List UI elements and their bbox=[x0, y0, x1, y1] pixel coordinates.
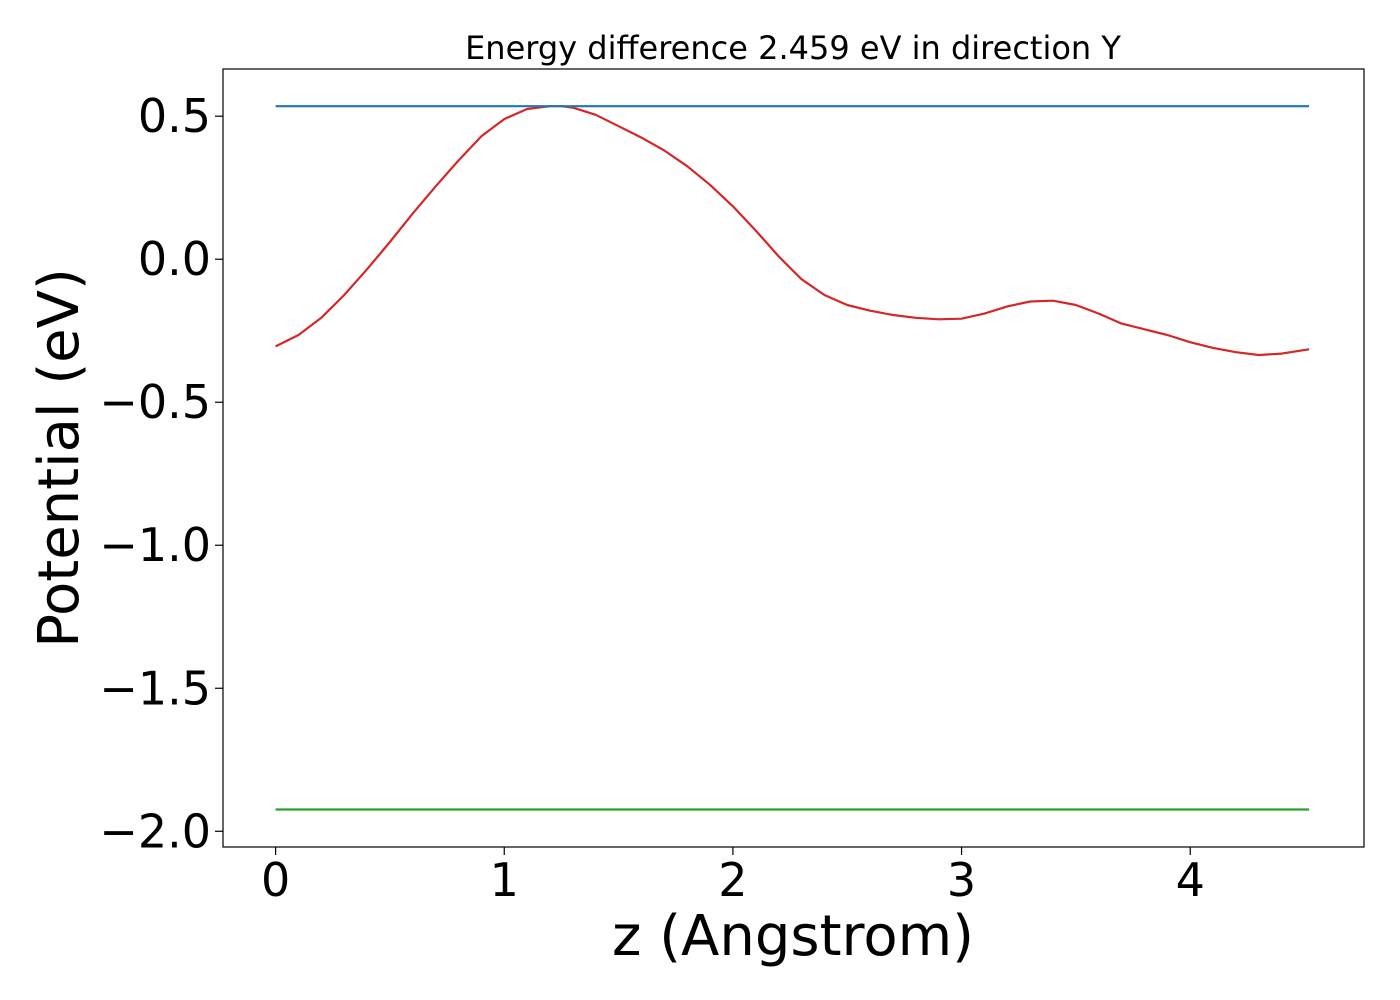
y-tick-label: −1.0 bbox=[99, 518, 211, 572]
chart-title: Energy difference 2.459 eV in direction … bbox=[465, 29, 1121, 67]
y-axis-label: Potential (eV) bbox=[27, 268, 92, 648]
y-tick-label: −0.5 bbox=[99, 375, 211, 429]
x-tick-label: 0 bbox=[261, 853, 290, 907]
y-tick-label: −2.0 bbox=[99, 804, 211, 858]
y-tick-label: 0.0 bbox=[138, 232, 211, 286]
x-axis-label: z (Angstrom) bbox=[612, 904, 974, 969]
x-tick-label: 1 bbox=[490, 853, 519, 907]
y-tick-label: 0.5 bbox=[138, 89, 211, 143]
plot-frame bbox=[222, 68, 1365, 848]
x-tick-label: 3 bbox=[947, 853, 976, 907]
y-axis-ticks: 0.5 0.0 −0.5 −1.0 −1.5 −2.0 bbox=[99, 89, 223, 858]
series-layer bbox=[275, 105, 1310, 811]
x-axis-ticks: 0 1 2 3 4 bbox=[261, 847, 1205, 907]
x-tick-label: 4 bbox=[1176, 853, 1205, 907]
y-tick-label: −1.5 bbox=[99, 661, 211, 715]
series-line-0 bbox=[275, 105, 1310, 357]
x-tick-label: 2 bbox=[718, 853, 747, 907]
